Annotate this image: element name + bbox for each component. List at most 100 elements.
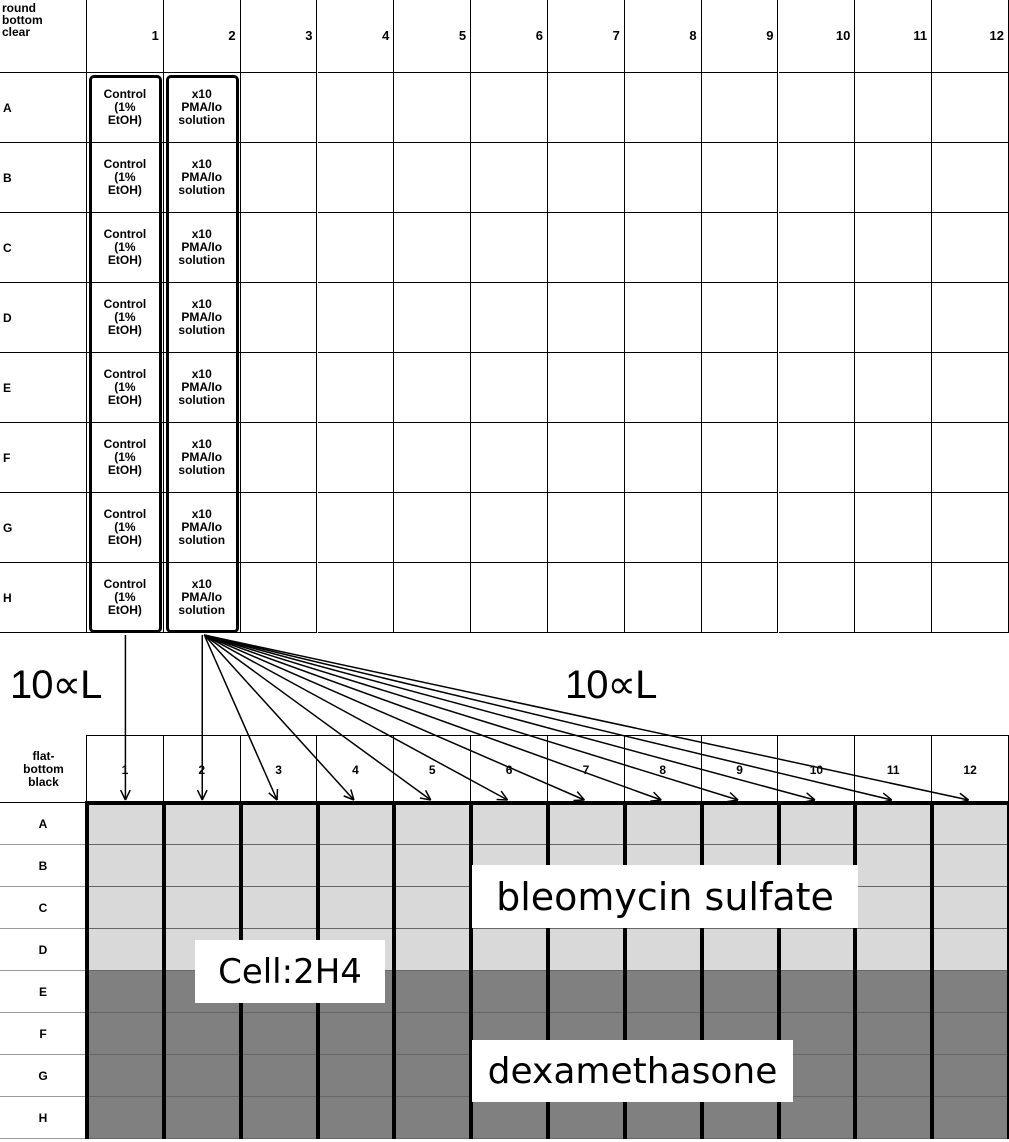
column-header: 10 [778,0,856,73]
column-header: 6 [471,735,548,803]
empty-well [240,563,318,633]
empty-well [701,493,779,563]
column-divider [161,801,166,1139]
column-header: 4 [317,735,395,803]
empty-well [701,353,779,423]
well: x10 PMA/Io solution [163,353,241,423]
empty-well [855,493,933,563]
column-divider [776,801,781,1139]
empty-well [394,423,472,493]
empty-well [317,493,395,563]
empty-well [932,563,1009,633]
empty-well [240,73,318,143]
empty-well [778,73,856,143]
column-header: 8 [624,735,702,803]
empty-well [471,283,548,353]
row-header: B [0,845,87,887]
empty-well [394,213,472,283]
column-header: 1 [87,735,164,803]
column-header: 2 [163,735,241,803]
empty-well [932,283,1009,353]
column-header: 7 [548,0,625,73]
column-header: 3 [240,0,318,73]
empty-well [548,563,625,633]
row-header: H [0,563,87,633]
column-header: 10 [778,735,856,803]
empty-well [394,283,472,353]
column-header: 8 [624,0,702,73]
empty-well [548,73,625,143]
empty-well [701,563,779,633]
empty-well [471,213,548,283]
empty-well [701,423,779,493]
well: Control (1% EtOH) [87,563,164,633]
row-header: C [0,213,87,283]
column-header: 4 [317,0,395,73]
empty-well [471,493,548,563]
empty-well [624,73,702,143]
annotation: dexamethasone [472,1040,793,1102]
column-header: 7 [548,735,625,803]
well: x10 PMA/Io solution [163,493,241,563]
empty-well [932,213,1009,283]
row-header: H [0,1097,87,1139]
well: Control (1% EtOH) [87,213,164,283]
empty-well [548,423,625,493]
row-header: G [0,493,87,563]
empty-well [317,213,395,283]
well: Control (1% EtOH) [87,143,164,213]
corner-cell [0,735,87,803]
empty-well [701,213,779,283]
column-header: 12 [932,735,1009,803]
empty-well [548,493,625,563]
column-header: 9 [701,0,779,73]
empty-well [624,353,702,423]
row-header: E [0,353,87,423]
column-divider [546,801,550,1139]
corner-cell [0,0,87,73]
row-header: C [0,887,87,929]
empty-well [317,563,395,633]
empty-well [394,353,472,423]
column-divider [85,801,89,1139]
empty-well [932,423,1009,493]
empty-well [932,353,1009,423]
empty-well [701,143,779,213]
empty-well [240,353,318,423]
volume-label: 10∝L [565,663,657,707]
corner-label: flat-bottom black [23,748,64,789]
well: Control (1% EtOH) [87,423,164,493]
well: x10 PMA/Io solution [163,423,241,493]
empty-well [778,143,856,213]
well: Control (1% EtOH) [87,283,164,353]
empty-well [855,283,933,353]
column-header: 3 [240,735,318,803]
row-header: B [0,143,87,213]
empty-well [548,213,625,283]
well: Control (1% EtOH) [87,73,164,143]
empty-well [624,213,702,283]
column-divider [469,801,474,1139]
empty-well [317,353,395,423]
empty-well [471,353,548,423]
corner-label: round bottom clear [2,1,43,39]
empty-well [624,423,702,493]
empty-well [394,493,472,563]
well: x10 PMA/Io solution [163,563,241,633]
empty-well [778,353,856,423]
empty-well [240,423,318,493]
empty-well [240,493,318,563]
row-header: G [0,1055,87,1097]
volume-label: 10∝L [10,663,102,707]
column-divider [853,801,858,1139]
empty-well [778,493,856,563]
well: x10 PMA/Io solution [163,73,241,143]
row-header: D [0,929,87,971]
empty-well [624,283,702,353]
empty-well [855,423,933,493]
column-outline [89,75,162,633]
empty-well [932,143,1009,213]
empty-well [855,73,933,143]
empty-well [240,143,318,213]
column-header: 5 [394,0,472,73]
